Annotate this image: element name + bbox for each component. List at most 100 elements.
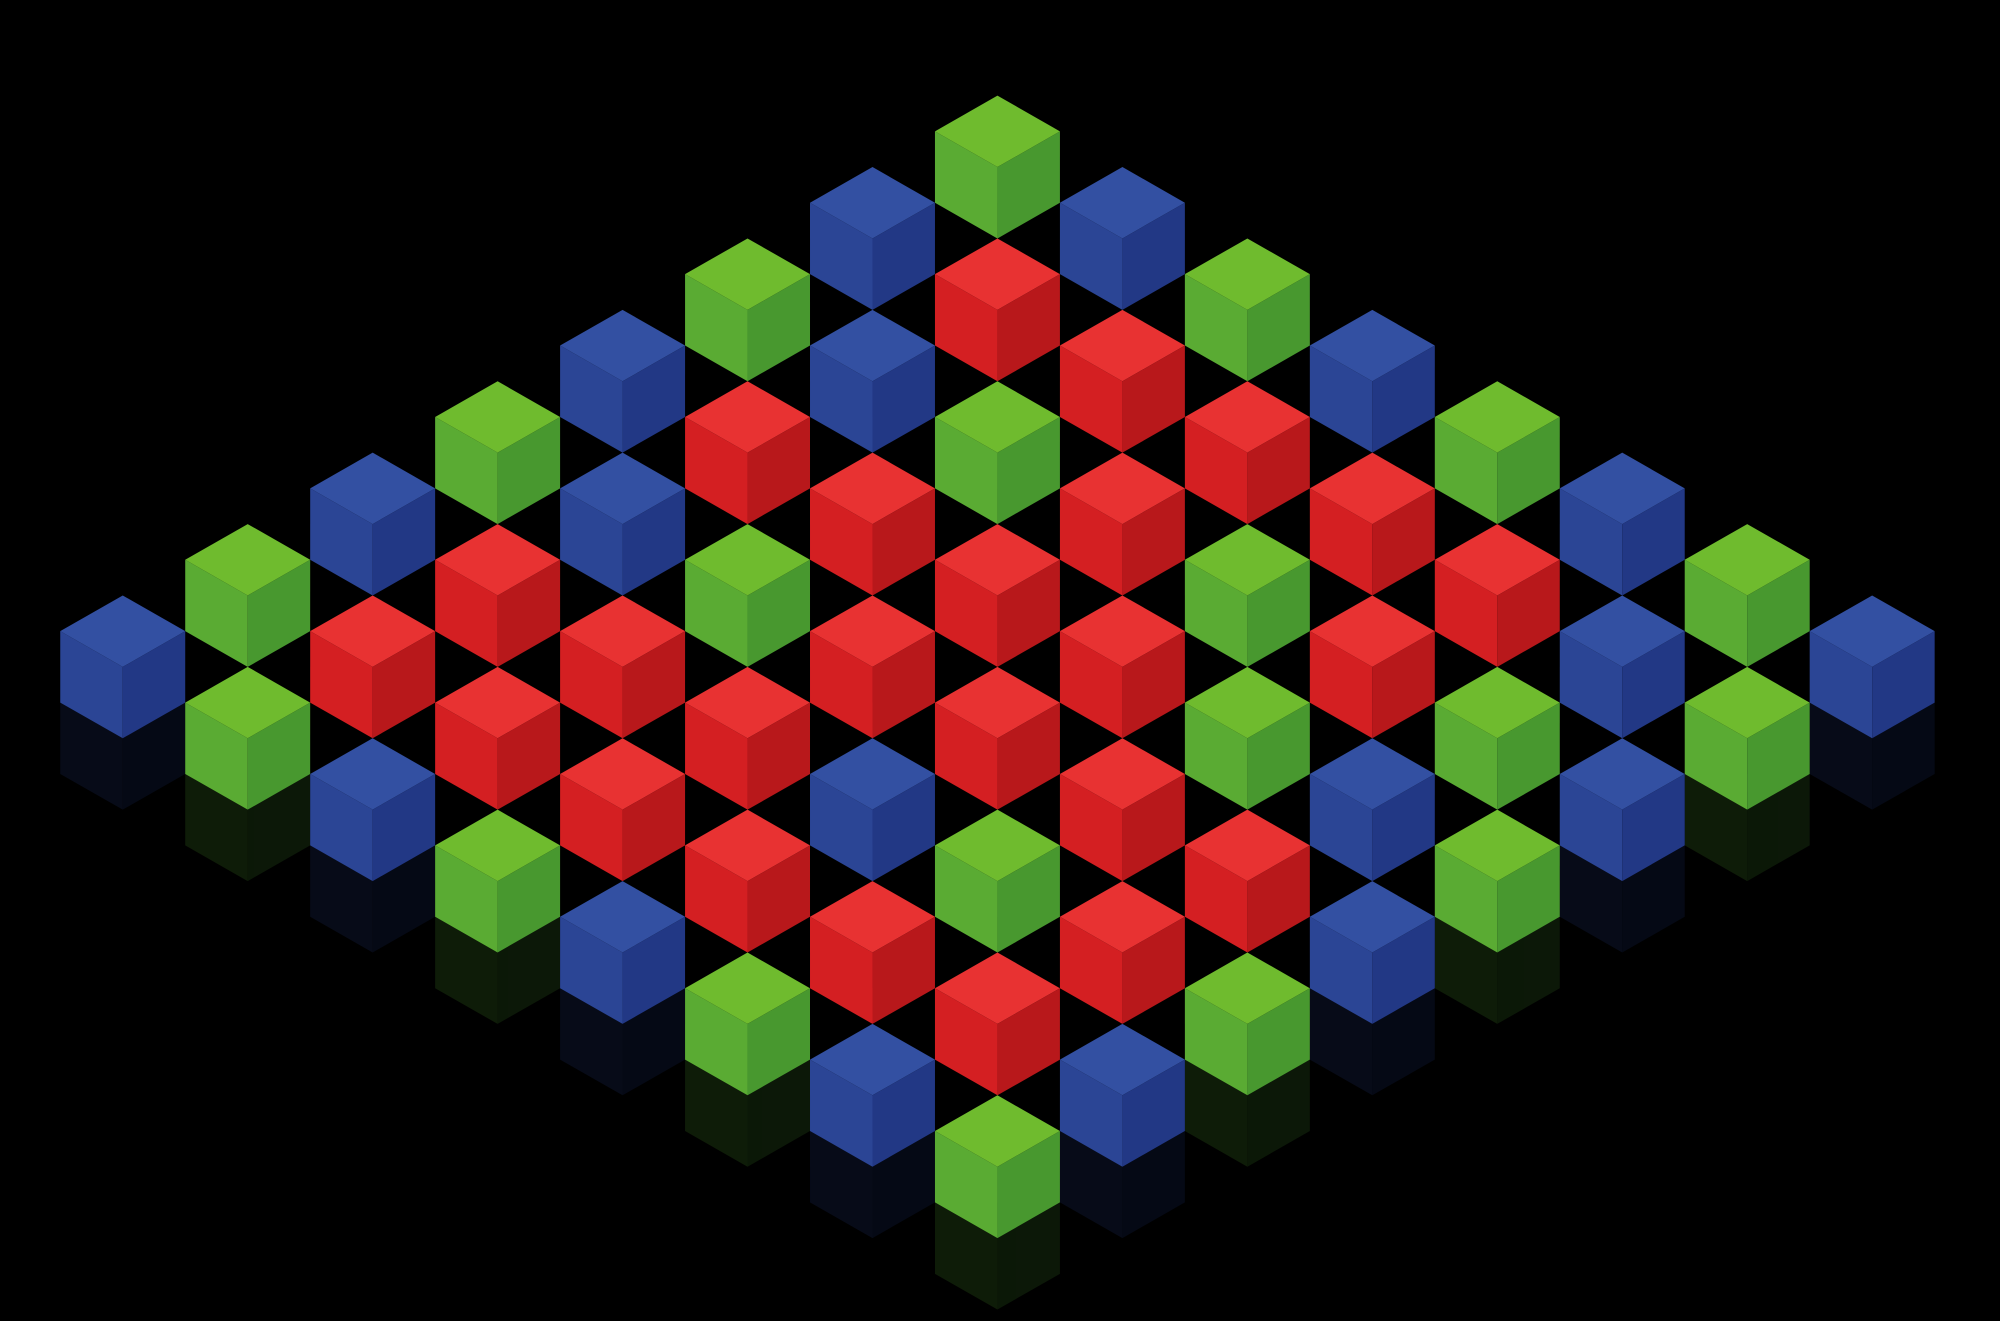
cube [435, 381, 561, 525]
cube-left [934, 416, 998, 525]
cube-right [1247, 988, 1310, 1096]
cube-left [435, 845, 498, 953]
cube-right [1122, 916, 1185, 1024]
cube-left [934, 845, 998, 953]
cube-left [560, 488, 623, 596]
cube-right [747, 274, 811, 382]
cube-right [747, 416, 811, 525]
cube-right [1122, 1059, 1185, 1167]
cube [1059, 881, 1185, 1024]
cube-left [685, 559, 748, 667]
cube-top [1559, 452, 1685, 525]
cube-left [1059, 345, 1123, 453]
cube-right [872, 488, 935, 596]
cube-right [622, 488, 686, 596]
reflection-right [747, 1059, 811, 1167]
cube-right [872, 916, 935, 1024]
cube-left [435, 416, 498, 525]
cube-left [1059, 488, 1123, 596]
cube [1309, 595, 1435, 739]
cube-left [1184, 988, 1248, 1096]
cube [560, 309, 686, 453]
cube [435, 666, 561, 810]
cube-left [560, 345, 623, 453]
cube-right [372, 773, 436, 882]
cube [810, 595, 935, 739]
cube [1059, 1023, 1185, 1167]
cube-left [560, 916, 623, 1024]
cube-right [997, 274, 1060, 382]
cube [810, 309, 935, 453]
cube-top [1059, 452, 1185, 525]
cube [1559, 595, 1685, 739]
cube [310, 738, 436, 882]
cube-left [435, 559, 498, 667]
cube-left [560, 631, 623, 739]
cube [185, 524, 311, 667]
cube [934, 952, 1060, 1096]
cube-top [810, 452, 935, 525]
cube-left [60, 631, 123, 739]
cube [60, 595, 186, 739]
cube-right [747, 559, 811, 667]
cube-left [1184, 702, 1248, 810]
cube-left [685, 702, 748, 810]
cube [1184, 666, 1310, 810]
cube-right [247, 702, 311, 810]
cube [685, 666, 811, 810]
cube-right [1247, 274, 1310, 382]
cube-left [810, 773, 873, 882]
cube-left [685, 416, 748, 525]
cube-right [497, 416, 561, 525]
cube [810, 738, 935, 882]
cube-left [810, 345, 873, 453]
reflection-left [934, 1202, 998, 1310]
cube-right [1122, 773, 1185, 882]
cube-left [1309, 916, 1373, 1024]
cube [560, 738, 686, 882]
cube-right [997, 845, 1060, 953]
cube-left [435, 702, 498, 810]
cube [1684, 666, 1810, 810]
cube [435, 524, 561, 667]
cube-right [1247, 702, 1310, 810]
cube-left [685, 274, 748, 382]
cube-right [497, 559, 561, 667]
cube [934, 524, 1060, 667]
cube-left [1059, 631, 1123, 739]
cube [1059, 167, 1185, 310]
cube-right [622, 631, 686, 739]
cube [934, 666, 1060, 810]
cube [560, 881, 686, 1024]
cube-left [934, 702, 998, 810]
reflection-left [1184, 1059, 1248, 1167]
cube-top [1184, 666, 1310, 739]
cube [310, 595, 436, 739]
cube-left [1184, 274, 1248, 382]
cube-right [997, 559, 1060, 667]
cube [310, 452, 436, 596]
cube-top [560, 452, 686, 525]
cube-right [997, 702, 1060, 810]
cube-right [747, 845, 811, 953]
cube-right [747, 988, 811, 1096]
cube-top [1184, 238, 1310, 310]
cube-right [372, 488, 436, 596]
cube [685, 238, 811, 382]
cube [1434, 381, 1560, 525]
cube [1184, 952, 1310, 1096]
cube-right [872, 773, 935, 882]
cube-left [1309, 631, 1373, 739]
cube-left [810, 1059, 873, 1167]
cube-left [934, 988, 998, 1096]
cube-right [872, 1059, 935, 1167]
cube [810, 452, 935, 596]
cube [1809, 595, 1935, 739]
cube [560, 452, 686, 596]
cube [685, 952, 811, 1096]
cube-left [185, 702, 248, 810]
cube-right [1247, 416, 1310, 525]
cube [810, 167, 935, 310]
cube-left [1059, 916, 1123, 1024]
cube-reflection [685, 1059, 811, 1167]
